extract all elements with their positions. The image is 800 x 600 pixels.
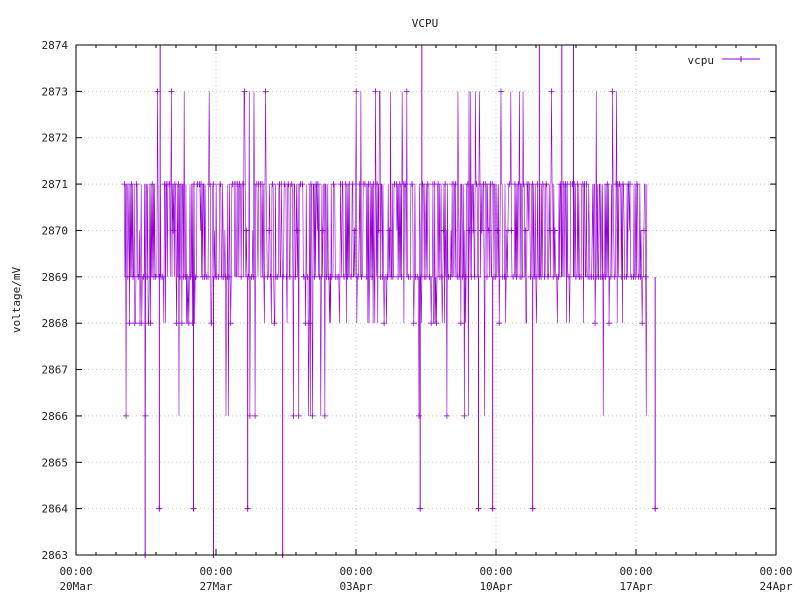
x-tick-label-time: 00:00 bbox=[339, 565, 372, 578]
y-tick-label: 2870 bbox=[42, 224, 69, 237]
y-tick-label: 2867 bbox=[42, 364, 69, 377]
x-tick-label-time: 00:00 bbox=[479, 565, 512, 578]
series-vcpu bbox=[121, 45, 659, 558]
legend: vcpu bbox=[688, 54, 760, 67]
y-tick-label: 2869 bbox=[42, 271, 69, 284]
y-tick-label: 2871 bbox=[42, 178, 69, 191]
y-tick-label: 2865 bbox=[42, 456, 69, 469]
y-tick-label: 2868 bbox=[42, 317, 69, 330]
x-tick-label-time: 00:00 bbox=[759, 565, 792, 578]
x-tick-label-time: 00:00 bbox=[199, 565, 232, 578]
y-axis-label: voltage/mV bbox=[10, 267, 23, 334]
y-tick-label: 2872 bbox=[42, 132, 69, 145]
x-tick-label-date: 20Mar bbox=[59, 580, 92, 593]
chart-title: VCPU bbox=[412, 17, 439, 30]
x-tick-label-date: 10Apr bbox=[479, 580, 512, 593]
grid-lines bbox=[75, 44, 777, 556]
y-tick-label: 2863 bbox=[42, 549, 69, 562]
y-tick-label: 2873 bbox=[42, 85, 69, 98]
x-tick-label-date: 24Apr bbox=[759, 580, 792, 593]
y-tick-label: 2874 bbox=[42, 39, 69, 52]
x-tick-label-date: 17Apr bbox=[619, 580, 652, 593]
spike-low-marker bbox=[489, 505, 496, 512]
spike-low-marker bbox=[244, 505, 251, 512]
y-tick-label: 2866 bbox=[42, 410, 69, 423]
x-tick-label-time: 00:00 bbox=[619, 565, 652, 578]
series-line bbox=[124, 91, 648, 416]
spike-low-marker bbox=[156, 505, 163, 512]
plot-frame bbox=[75, 44, 777, 556]
spike-low-marker bbox=[475, 505, 482, 512]
x-tick-label-time: 00:00 bbox=[59, 565, 92, 578]
spike-low-marker bbox=[529, 505, 536, 512]
legend-point-marker bbox=[738, 56, 744, 62]
x-tick-label-date: 27Mar bbox=[199, 580, 232, 593]
series-point-markers bbox=[121, 88, 649, 419]
x-tick-labels: 00:00 20Mar 00:00 27Mar 00:00 03Apr 00:00 10Apr… bbox=[59, 565, 792, 593]
spike-low-marker bbox=[190, 505, 197, 512]
spike-low-marker bbox=[417, 505, 424, 512]
axis-ticks bbox=[75, 44, 777, 556]
x-tick-label-date: 03Apr bbox=[339, 580, 372, 593]
y-tick-labels: 2863 2864 2865 2866 2867 2868 2869 2870 2871 2872… bbox=[42, 39, 69, 562]
spike-low-marker bbox=[652, 505, 659, 512]
legend-label: vcpu bbox=[688, 54, 715, 67]
y-tick-label: 2864 bbox=[42, 503, 69, 516]
